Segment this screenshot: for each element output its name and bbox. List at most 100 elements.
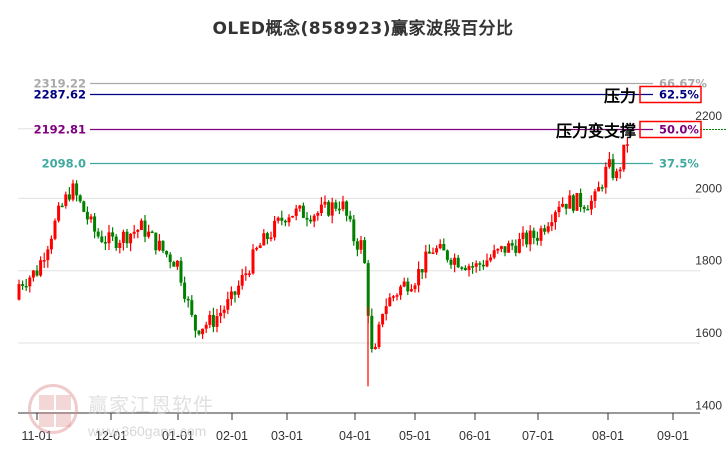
candle-up <box>391 296 395 298</box>
candle-down <box>582 206 586 209</box>
candle-down <box>535 237 539 241</box>
candle-up <box>604 166 608 188</box>
candle-down <box>460 267 464 269</box>
candle-down <box>525 232 529 245</box>
candle-up <box>557 206 561 213</box>
candle-up <box>226 299 230 310</box>
candle-up <box>49 238 53 250</box>
candle-up <box>269 237 273 240</box>
candle-down <box>150 231 154 234</box>
candle-up <box>316 213 320 216</box>
candle-down <box>280 217 284 221</box>
candle-up <box>550 222 554 227</box>
candle-down <box>168 254 172 263</box>
candle-down <box>463 267 467 270</box>
candle-down <box>233 291 237 295</box>
candle-down <box>543 228 547 232</box>
candle-down <box>111 232 115 237</box>
candle-down <box>345 201 349 216</box>
candle-down <box>179 260 183 283</box>
candle-down <box>283 220 287 223</box>
candle-up <box>474 263 478 267</box>
candle-up <box>64 194 68 206</box>
candle-down <box>564 203 568 209</box>
candle-up <box>298 205 302 209</box>
candle-up <box>384 306 388 314</box>
candle-up <box>402 281 406 287</box>
candle-up <box>247 273 251 275</box>
candle-down <box>427 251 431 254</box>
candle-up <box>251 249 255 274</box>
candle-up <box>521 232 525 239</box>
candle-up <box>276 217 280 221</box>
x-tick-label: 12-01 <box>95 429 127 443</box>
x-tick-label: 05-01 <box>399 429 431 443</box>
candle-down <box>445 250 449 260</box>
candle-down <box>143 220 147 237</box>
level-price-label: 2319.22 <box>34 77 86 91</box>
candle-up <box>175 260 179 267</box>
candle-up <box>136 229 140 232</box>
level-price-label: 2192.81 <box>34 123 86 137</box>
level-pct-label: 62.5% <box>659 88 699 102</box>
candle-down <box>586 208 590 211</box>
candle-up <box>262 233 266 246</box>
candle-down <box>67 194 71 200</box>
candle-up <box>575 193 579 211</box>
candle-up <box>589 200 593 210</box>
candle-up <box>625 144 629 146</box>
candle-up <box>244 273 248 276</box>
candle-up <box>208 314 212 325</box>
candles <box>17 137 629 387</box>
candle-up <box>424 251 428 273</box>
candle-down <box>305 217 309 220</box>
candle-up <box>568 195 572 209</box>
candle-down <box>197 330 201 335</box>
candle-up <box>46 249 50 261</box>
candle-down <box>85 211 89 220</box>
candle-down <box>478 263 482 265</box>
candle-up <box>28 277 32 287</box>
candle-up <box>42 260 46 262</box>
candle-down <box>510 243 514 246</box>
candle-up <box>453 257 457 265</box>
candle-up <box>240 275 244 286</box>
candle-up <box>139 220 143 230</box>
candle-up <box>517 238 521 253</box>
candle-up <box>53 220 57 239</box>
candle-up <box>359 240 363 250</box>
candle-up <box>489 257 493 261</box>
candle-down <box>82 201 86 212</box>
candle-up <box>435 248 439 253</box>
candle-up <box>229 291 233 300</box>
y-tick-label: 1800 <box>695 254 722 268</box>
candle-up <box>409 289 413 292</box>
x-tick-label: 03-01 <box>271 429 303 443</box>
watermark-brand: 赢家江恩软件 <box>88 393 214 417</box>
candle-down <box>165 250 169 255</box>
candle-down <box>420 269 424 273</box>
candle-down <box>125 231 129 244</box>
watermark-logo-icon <box>28 384 78 434</box>
candle-up <box>496 248 500 251</box>
candle-up <box>294 208 298 216</box>
candle-up <box>377 324 381 348</box>
watermark-url: www.360gann.com <box>88 423 207 439</box>
candle-down <box>172 262 176 267</box>
candle-up <box>622 144 626 170</box>
candle-down <box>103 242 107 244</box>
candle-up <box>485 260 489 267</box>
candle-up <box>330 202 334 216</box>
candle-down <box>406 281 410 292</box>
candle-up <box>395 295 399 297</box>
candle-down <box>503 246 507 253</box>
candle-up <box>215 316 219 327</box>
candle-down <box>60 205 64 208</box>
candle-up <box>323 201 327 205</box>
candle-up <box>492 250 496 258</box>
x-tick-label: 01-01 <box>162 429 194 443</box>
candle-up <box>553 212 557 223</box>
x-tick-label: 06-01 <box>459 429 491 443</box>
candle-up <box>57 205 61 221</box>
